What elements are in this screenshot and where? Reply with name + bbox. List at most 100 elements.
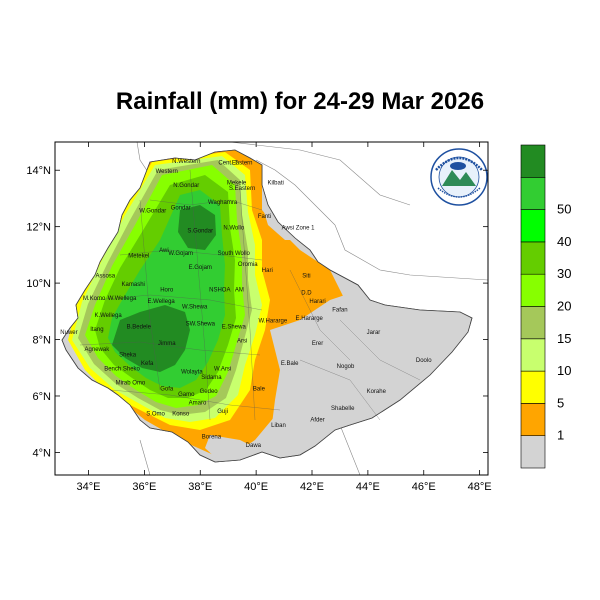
region-label: N.Wollo — [223, 225, 245, 231]
region-label: B.Bedele — [127, 324, 152, 330]
colorbar-swatch — [520, 370, 546, 404]
lat-axis: 14°N 12°N 10°N 8°N 6°N 4°N — [26, 165, 488, 459]
colorbar-swatch — [520, 144, 546, 178]
region-label: Gamo — [178, 392, 195, 398]
lat-tick-label: 10°N — [26, 278, 51, 290]
region-label: Hari — [262, 268, 273, 274]
region-label: Assosa — [95, 273, 115, 279]
lon-tick-label: 44°E — [356, 481, 380, 493]
map-title: Rainfall (mm) for 24-29 Mar 2026 — [115, 88, 485, 115]
colorbar-swatch — [520, 273, 546, 307]
colorbar-swatch — [520, 338, 546, 372]
region-label: Wolayta — [181, 369, 203, 375]
dry-zone-east — [270, 290, 470, 455]
region-label: Kamashi — [122, 282, 145, 288]
region-label: Liban — [271, 423, 286, 429]
colorbar-label: 30 — [557, 266, 571, 281]
region-label: W.Shewa — [182, 305, 208, 311]
region-label: Kefa — [141, 361, 154, 367]
colorbar-label: 40 — [557, 234, 571, 249]
colorbar-label: 20 — [557, 299, 571, 314]
neighbor-border-kenya — [139, 439, 151, 475]
region-label: E.Hararge — [296, 316, 324, 322]
lat-tick-label: 14°N — [26, 165, 51, 177]
rain-zone-50-plus — [112, 305, 190, 372]
colorbar-label: 50 — [557, 202, 571, 217]
region-label: Nogob — [337, 364, 355, 370]
region-label: Korahe — [367, 389, 387, 395]
colorbar-swatch — [520, 403, 546, 436]
region-label: Amaro — [189, 400, 207, 406]
zone-boundaries — [79, 169, 421, 421]
colorbar-swatch — [520, 306, 546, 340]
region-label: M.Komo — [83, 296, 106, 302]
region-label: Nuwer — [60, 330, 77, 336]
ethiopia-border — [61, 149, 473, 463]
region-label: Horo — [160, 288, 174, 294]
region-label: N.Western — [172, 159, 200, 165]
region-label: Borena — [202, 434, 222, 440]
region-label: Gedeo — [200, 389, 219, 395]
region-label: SW.Shewa — [186, 321, 216, 327]
region-label: Oromia — [238, 262, 258, 268]
region-label: W.Arsi — [214, 367, 231, 373]
region-label: Jarar — [367, 330, 381, 336]
colorbar-swatch — [520, 241, 546, 275]
lat-tick-label: 8°N — [33, 335, 52, 347]
colorbar-label: 10 — [557, 363, 571, 378]
colorbar-swatch — [520, 435, 546, 469]
region-label: Fafan — [332, 307, 347, 313]
region-label: NSHOA — [209, 288, 230, 294]
region-label: Agnewak — [85, 347, 111, 353]
region-label: Afder — [310, 417, 324, 423]
colorbar-label: 1 — [557, 428, 564, 443]
colorbar-label: 15 — [557, 331, 571, 346]
region-label: W.Gondar — [139, 209, 166, 215]
lon-tick-label: 42°E — [300, 481, 324, 493]
region-label: E.Wellega — [148, 299, 176, 305]
region-label: Jimma — [158, 341, 176, 347]
region-label: Western — [156, 169, 178, 175]
lat-tick-label: 4°N — [33, 447, 52, 459]
agency-logo — [430, 148, 488, 206]
region-label: E.Shewa — [222, 324, 247, 330]
lon-axis: 34°E 36°E 38°E 40°E 42°E 44°E 46°E 48°E — [77, 142, 492, 493]
region-label: Mirab Omo — [116, 381, 146, 387]
lon-tick-label: 46°E — [412, 481, 436, 493]
region-label: Sheka — [119, 352, 137, 358]
region-label: K.Wellega — [94, 313, 122, 319]
region-label: Konso — [172, 412, 190, 418]
colorbar-label: 5 — [557, 395, 564, 410]
lon-tick-label: 38°E — [188, 481, 212, 493]
colorbar-swatch — [520, 209, 546, 243]
region-label: E.Bale — [281, 361, 299, 367]
lon-tick-label: 40°E — [244, 481, 268, 493]
region-label: South Wollo — [218, 251, 251, 257]
neighbor-border-somalia — [339, 424, 361, 475]
region-label: AM — [235, 288, 244, 294]
region-label: Doolo — [416, 358, 432, 364]
neighbor-coast-gulf — [334, 224, 488, 281]
region-label: N.Gondar — [173, 183, 199, 189]
region-label: Arsi — [237, 338, 247, 344]
region-label: Harari — [309, 299, 325, 305]
region-label: Shabelle — [331, 406, 355, 412]
rain-zone-50-plus-north — [178, 205, 216, 250]
region-label: Bench Sheko — [104, 367, 140, 373]
region-label: Siti — [302, 273, 310, 279]
lat-tick-label: 12°N — [26, 222, 51, 234]
region-label: S.Gondar — [187, 228, 213, 234]
region-label: Waghamra — [208, 200, 238, 206]
region-label: Bale — [253, 386, 266, 392]
region-label: S.Omo — [146, 412, 165, 418]
logo-ring-text-top — [435, 156, 483, 171]
region-label: Gofa — [160, 386, 174, 392]
region-label: Erer — [312, 341, 323, 347]
dry-zone-borena — [205, 435, 260, 462]
region-label: Cent. T — [218, 161, 238, 167]
region-label: Mekele — [227, 180, 247, 186]
